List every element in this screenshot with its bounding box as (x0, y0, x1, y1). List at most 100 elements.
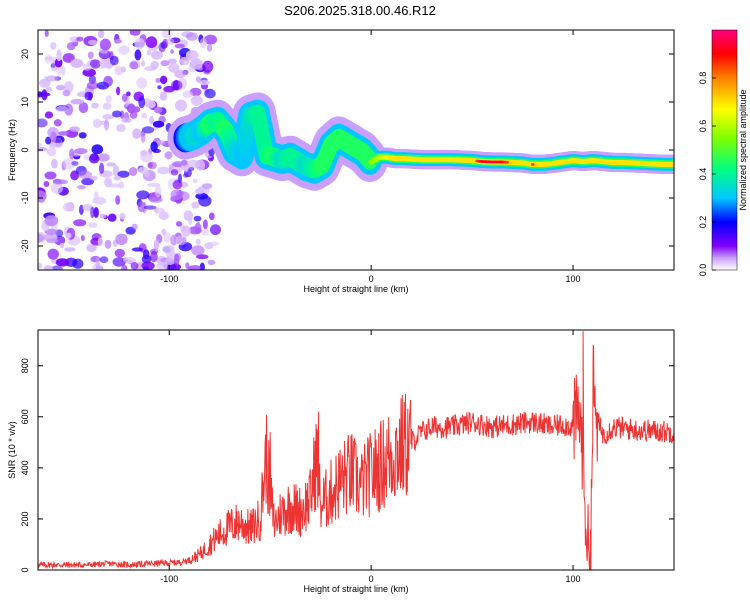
noise-blob (150, 141, 158, 152)
x-tick-label: 100 (566, 574, 581, 584)
noise-blob (80, 235, 85, 242)
snr-chart: -100 0 100 0 200 400 600 800 Height of straigh… (7, 329, 675, 594)
noise-blob (182, 90, 193, 98)
noise-blob (70, 58, 84, 68)
noise-blob (194, 188, 204, 195)
noise-blob (73, 219, 87, 227)
noise-blob (150, 60, 159, 70)
noise-blob (78, 102, 89, 114)
noise-blob (194, 222, 202, 235)
noise-blob (45, 75, 58, 82)
noise-blob (45, 136, 52, 145)
noise-blob (55, 105, 69, 113)
noise-blob (56, 49, 62, 62)
noise-blob (114, 66, 124, 76)
noise-blob (45, 56, 58, 61)
noise-blob (115, 233, 128, 245)
noise-blob (47, 248, 59, 260)
heatmap-ridge (167, 92, 674, 191)
noise-blob (157, 166, 170, 175)
y-tick-label: 200 (20, 511, 30, 526)
noise-blob (84, 91, 93, 101)
noise-blob (145, 36, 158, 49)
noise-blob (204, 88, 216, 99)
noise-blob (89, 59, 101, 69)
noise-blob (38, 233, 44, 243)
noise-blob (188, 167, 195, 172)
noise-blob (175, 235, 188, 246)
noise-blob (190, 95, 203, 106)
noise-blob (43, 181, 50, 187)
noise-blob (88, 222, 98, 229)
noise-blob (157, 85, 162, 90)
noise-blob (112, 110, 122, 118)
noise-blob (137, 166, 149, 174)
noise-blob (132, 128, 142, 139)
noise-blob (50, 42, 57, 50)
noise-blob (113, 175, 122, 181)
noise-blob (95, 257, 100, 269)
noise-blob (204, 34, 217, 45)
noise-blob (106, 162, 116, 167)
y-tick-label: 10 (20, 97, 30, 107)
noise-blob (74, 148, 88, 155)
noise-blob (175, 221, 183, 227)
noise-blob (165, 257, 176, 265)
noise-blob (119, 212, 126, 220)
noise-blob (105, 95, 112, 103)
noise-blob (107, 213, 117, 222)
noise-blob (114, 39, 122, 44)
noise-blob (97, 237, 103, 247)
noise-blob (76, 36, 84, 42)
noise-blob (180, 56, 190, 66)
noise-blob (202, 219, 208, 230)
noise-blob (104, 239, 112, 249)
noise-blob (150, 251, 158, 263)
ridge-cell (670, 161, 674, 167)
noise-blob (38, 91, 44, 98)
noise-blob (136, 190, 150, 200)
noise-blob (181, 225, 191, 237)
x-tick-label: -100 (160, 574, 178, 584)
noise-blob (99, 213, 107, 219)
noise-blob (77, 184, 86, 190)
y-tick-label: -10 (20, 191, 30, 204)
noise-blob (202, 60, 214, 73)
noise-blob (168, 58, 177, 64)
noise-blob (129, 111, 138, 119)
noise-blob (53, 179, 68, 185)
noise-blob (99, 256, 109, 264)
noise-blob (149, 197, 163, 203)
colorbar-gradient (711, 29, 738, 271)
colorbar-tick-label: 0.6 (698, 120, 708, 133)
noise-blob (170, 234, 178, 246)
noise-blob (154, 207, 160, 214)
noise-blob (152, 120, 165, 128)
noise-blob (149, 116, 155, 125)
noise-blob (191, 245, 205, 256)
ridge-cell (530, 163, 535, 166)
colorbar-tick-label: 0.8 (698, 72, 708, 85)
noise-blob (206, 44, 213, 52)
noise-blob (207, 259, 216, 265)
noise-blob (201, 183, 213, 190)
noise-blob (98, 30, 105, 39)
snr-series-line (38, 331, 674, 570)
noise-blob (129, 30, 141, 36)
noise-blob (93, 191, 99, 201)
noise-blob (144, 100, 156, 109)
noise-blob (116, 124, 126, 132)
colorbar-tick-label: 0.0 (698, 264, 708, 277)
noise-blob (62, 202, 74, 212)
noise-blob (163, 232, 171, 243)
noise-blob (210, 224, 221, 236)
noise-blob (58, 131, 69, 136)
noise-blob (114, 248, 126, 258)
noise-blob (69, 126, 80, 132)
noise-blob (89, 175, 98, 181)
noise-blob (196, 254, 209, 260)
ridge-cell (505, 160, 510, 164)
noise-blob (88, 154, 100, 164)
snr-y-label: SNR (10 * v/v) (7, 421, 17, 479)
snr-y-axis: 0 200 400 600 800 (20, 358, 674, 573)
